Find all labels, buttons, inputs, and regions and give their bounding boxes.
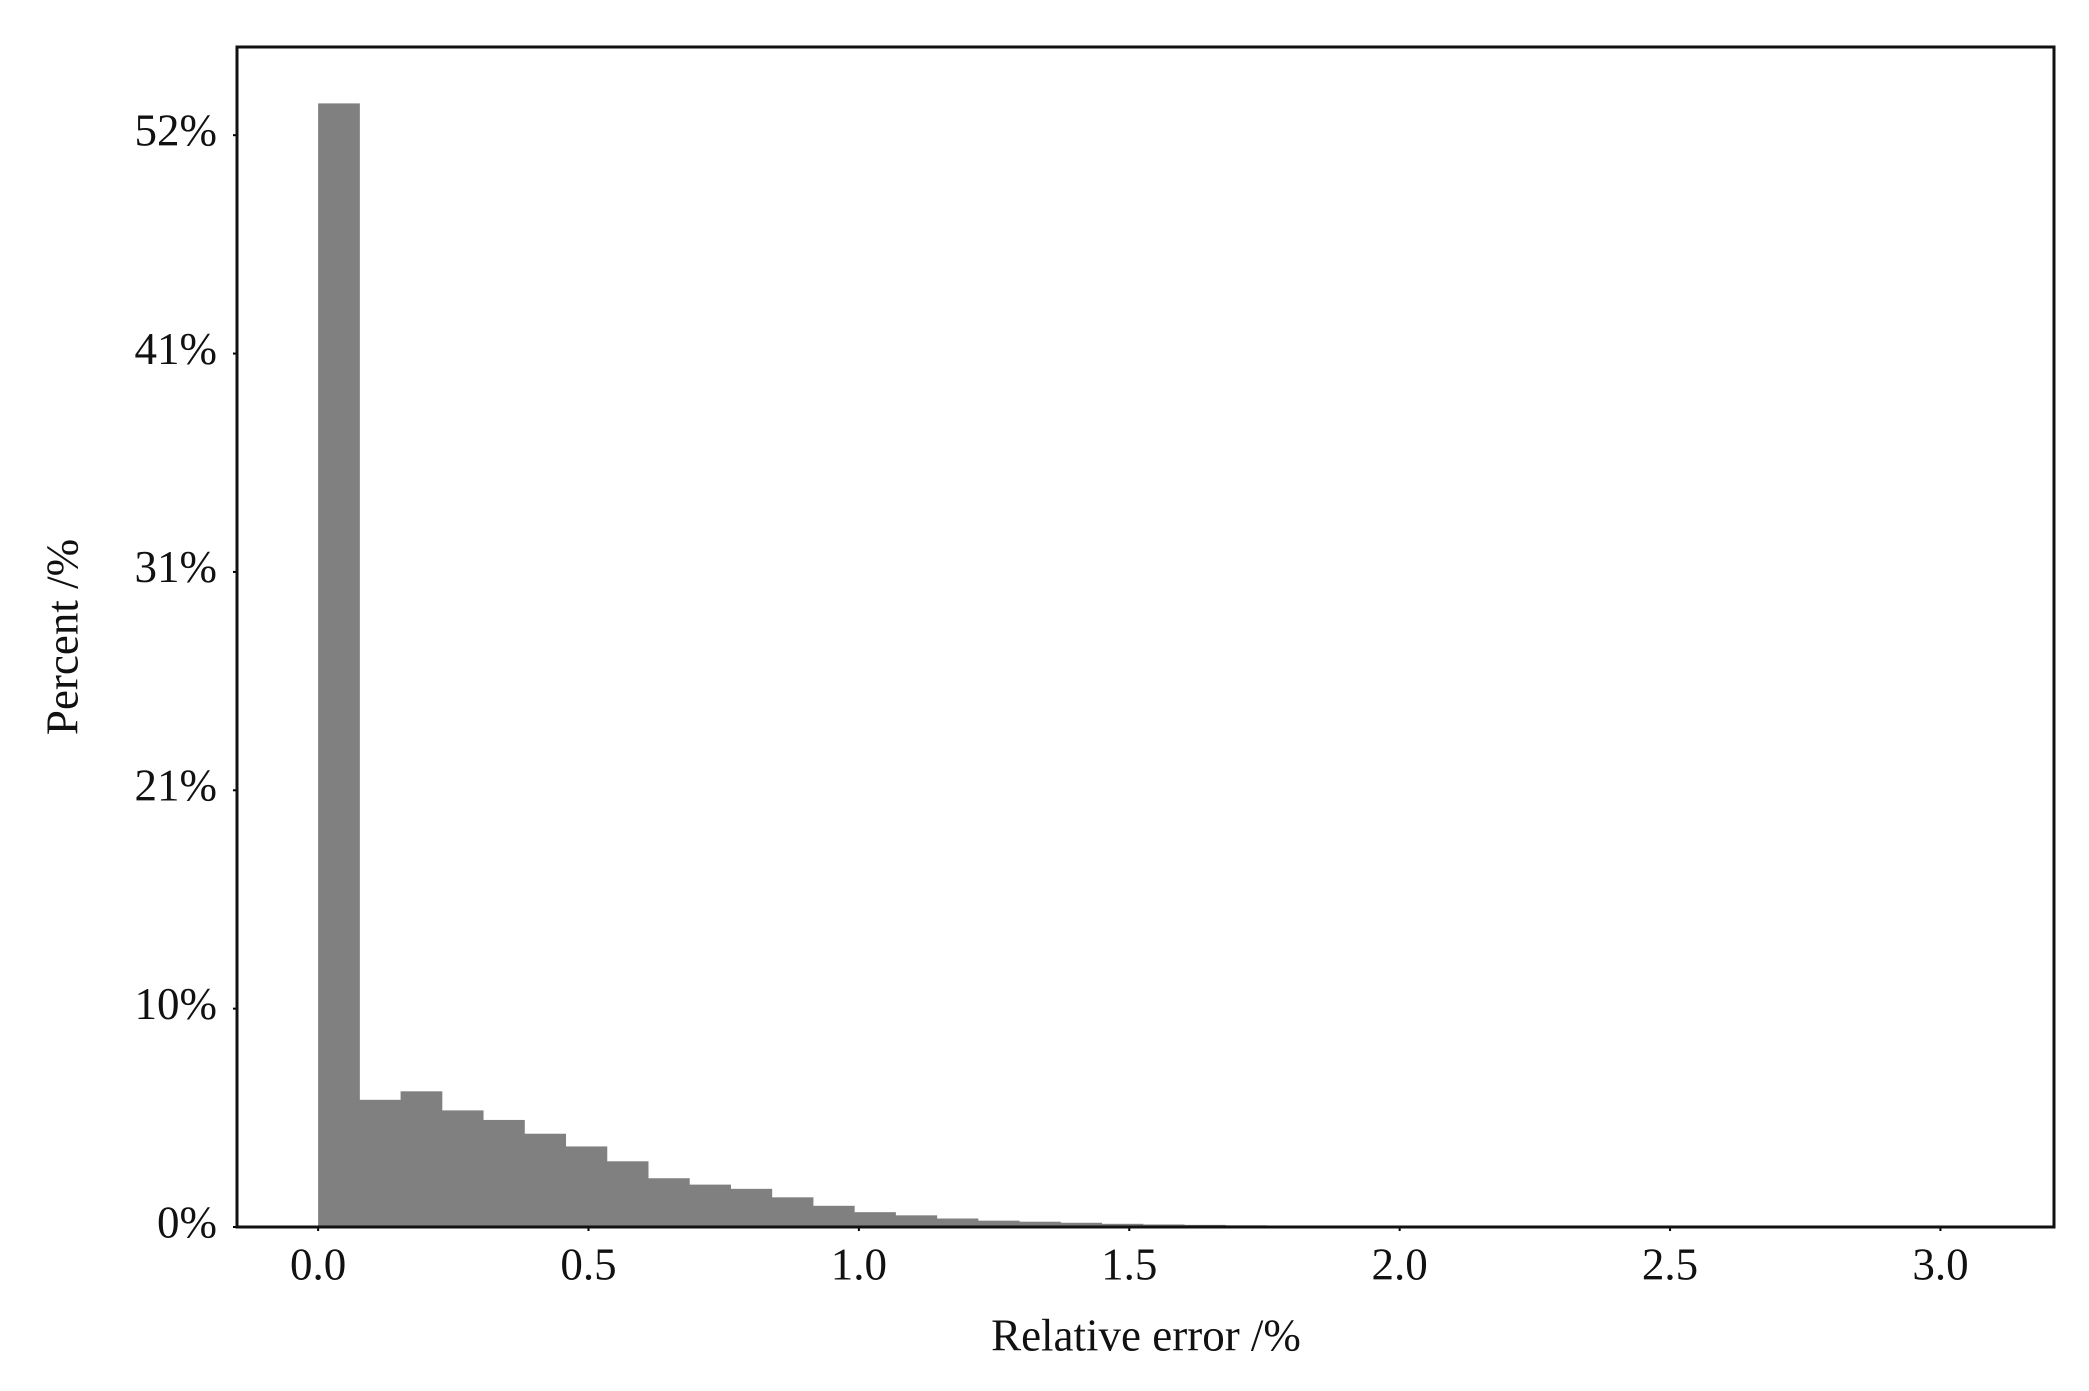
x-tick-label: 1.0 xyxy=(831,1239,887,1289)
bar xyxy=(318,103,360,1228)
bar xyxy=(565,1146,608,1227)
x-tick-label: 2.0 xyxy=(1372,1239,1428,1289)
x-tick-label: 0.0 xyxy=(290,1239,346,1289)
y-tick-label: 21% xyxy=(135,761,218,811)
y-tick-label: 0% xyxy=(157,1197,217,1247)
y-tick-label: 31% xyxy=(135,542,218,592)
bar xyxy=(400,1091,443,1227)
bar xyxy=(647,1178,690,1227)
y-tick-label: 41% xyxy=(135,324,218,374)
y-tick-label: 52% xyxy=(135,106,218,156)
plot-frame xyxy=(235,45,2056,1229)
x-axis-label: Relative error /% xyxy=(991,1310,1301,1360)
bar xyxy=(977,1220,1020,1227)
x-tick-label: 3.0 xyxy=(1912,1239,1968,1289)
x-tick-label: 1.5 xyxy=(1101,1239,1157,1289)
y-tick-label: 10% xyxy=(135,979,218,1029)
bar xyxy=(895,1215,938,1227)
bar xyxy=(812,1205,855,1227)
bar xyxy=(1101,1223,1144,1227)
bar xyxy=(1060,1222,1103,1227)
bar xyxy=(854,1212,896,1227)
bar xyxy=(483,1119,525,1227)
y-axis-label: Percent /% xyxy=(37,539,87,735)
bar xyxy=(771,1197,814,1227)
bar xyxy=(730,1188,773,1227)
bar xyxy=(1019,1221,1061,1227)
bar xyxy=(441,1110,484,1227)
bar xyxy=(606,1161,649,1227)
bar xyxy=(689,1184,731,1227)
bar xyxy=(936,1218,979,1227)
bar xyxy=(359,1099,402,1227)
x-tick-label: 2.5 xyxy=(1642,1239,1698,1289)
bar xyxy=(524,1133,567,1227)
x-tick-label: 0.5 xyxy=(560,1239,616,1289)
